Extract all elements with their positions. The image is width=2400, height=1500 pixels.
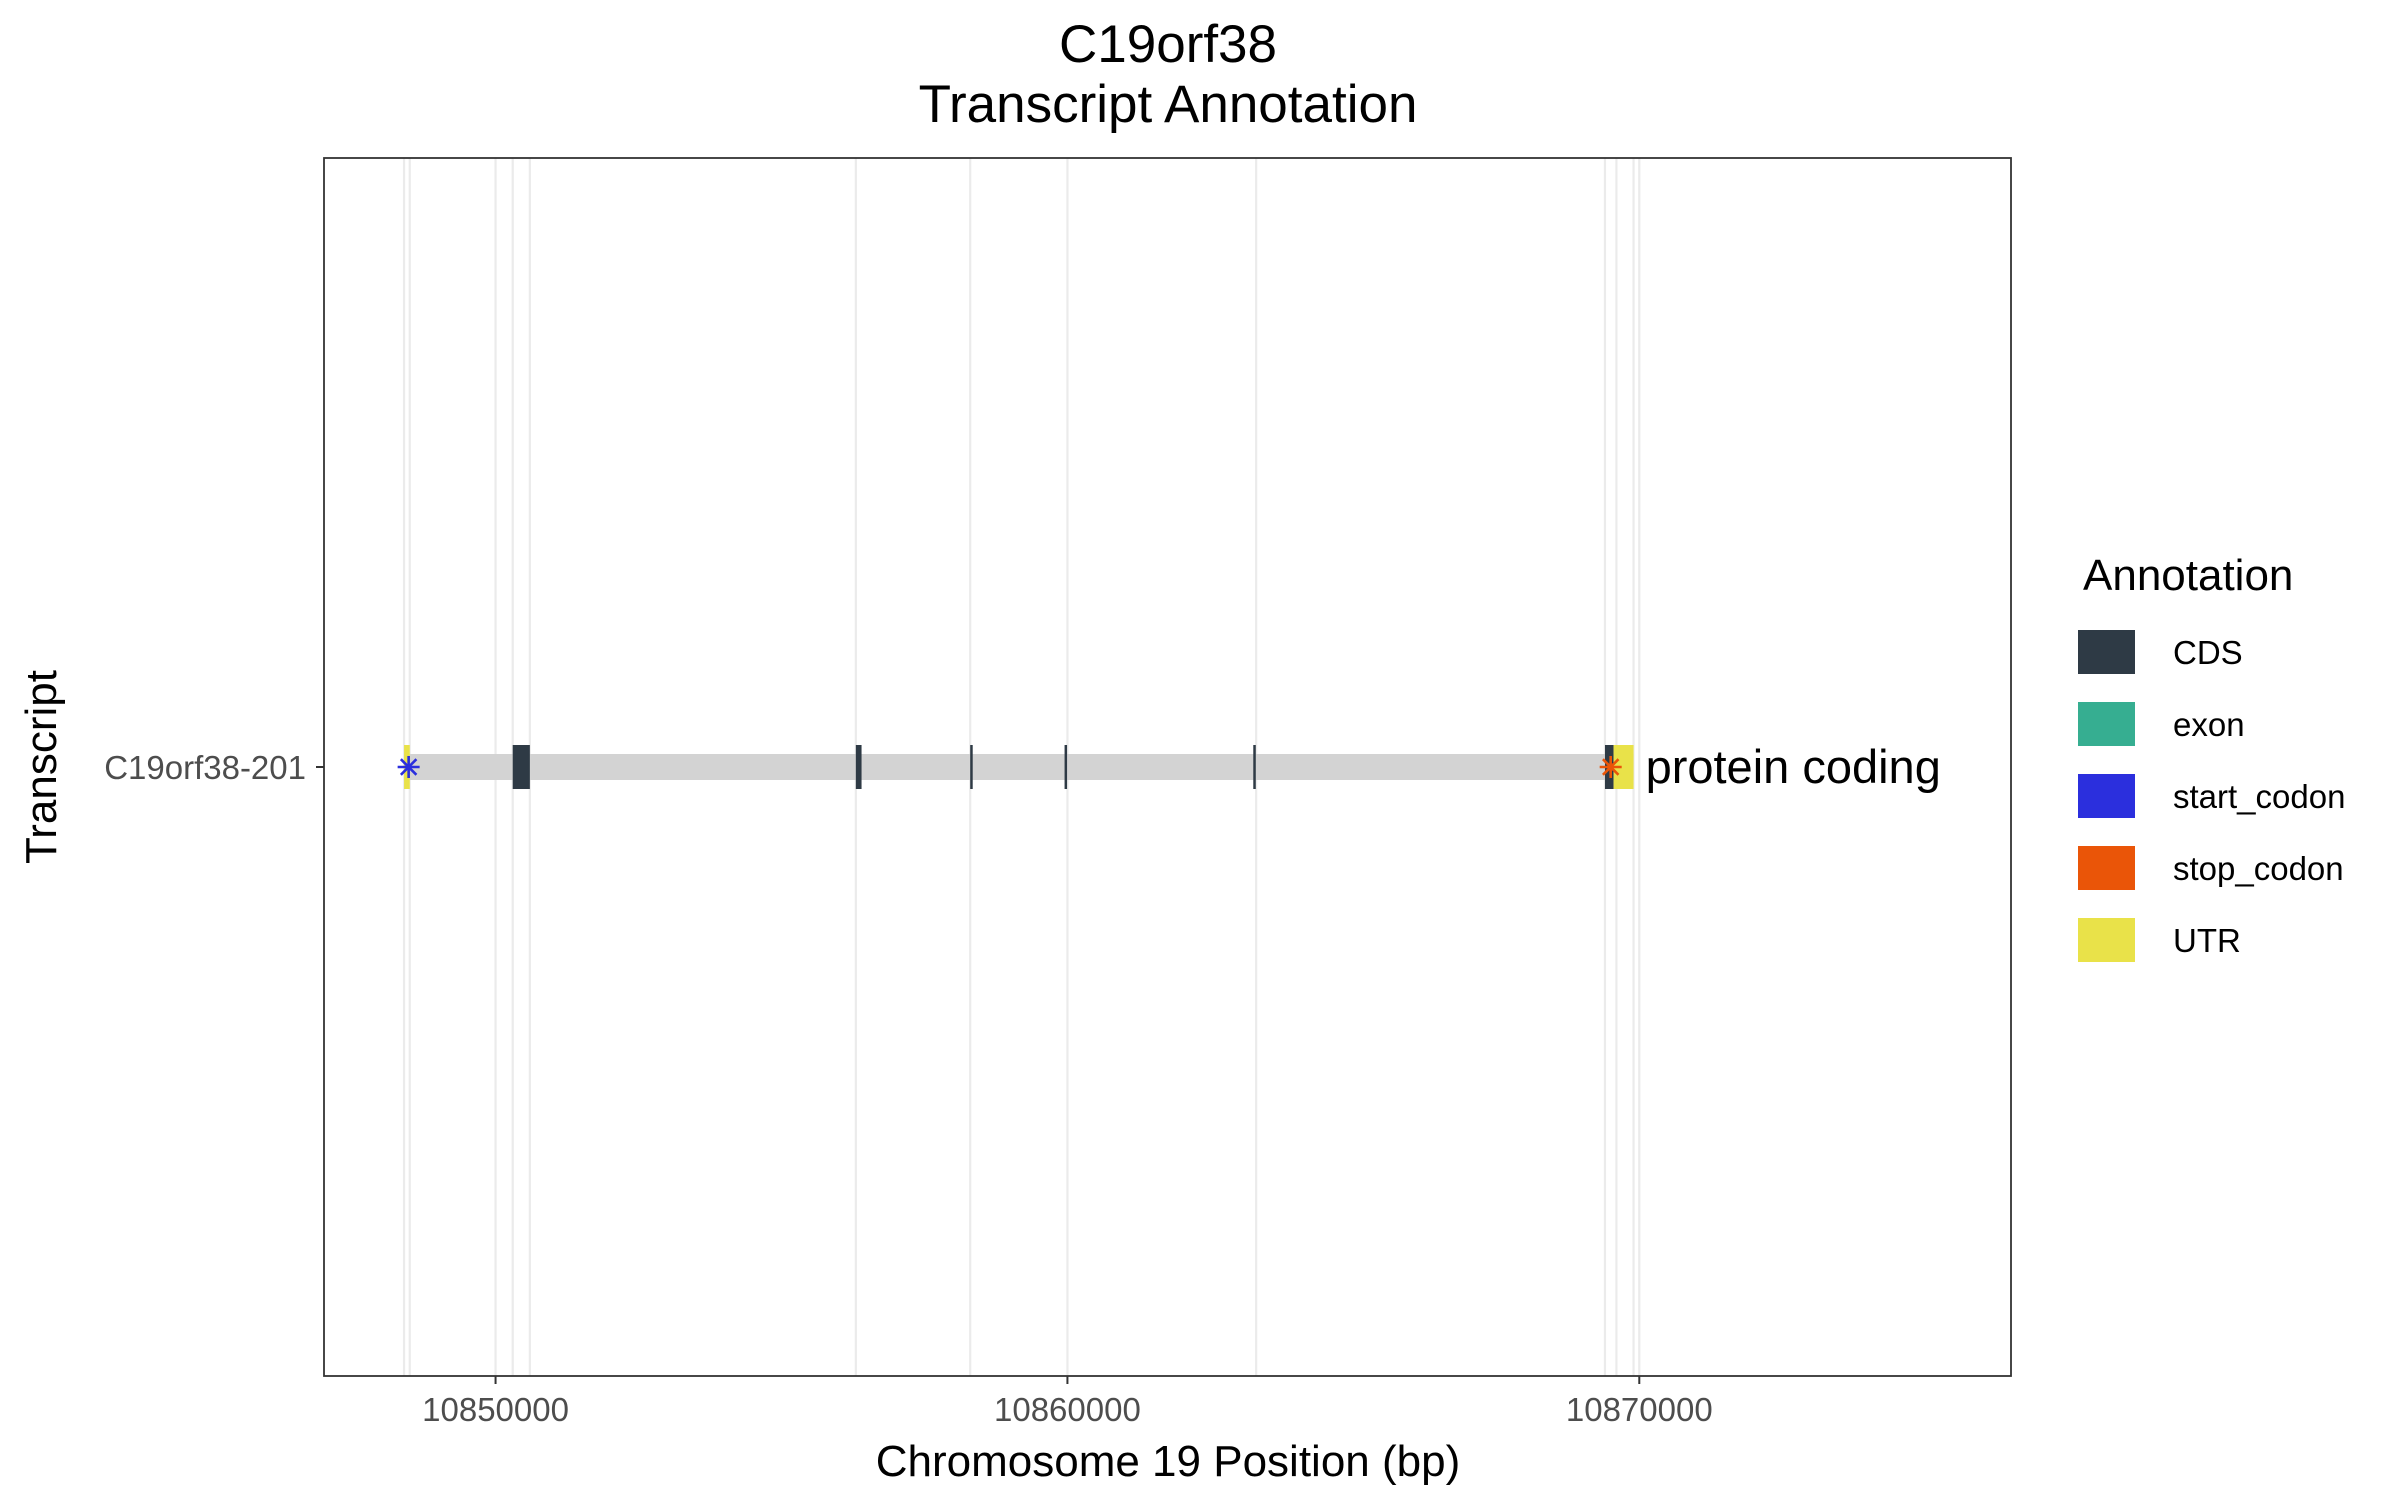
transcript-biotype-label: protein coding: [1646, 740, 1941, 793]
chart-title-line-2: Transcript Annotation: [919, 75, 1418, 134]
chart-title-line-1: C19orf38: [1059, 15, 1277, 74]
legend-title: Annotation: [2083, 551, 2293, 600]
plot-panel: protein coding: [323, 157, 2012, 1377]
x-axis-title: Chromosome 19 Position (bp): [876, 1437, 1460, 1486]
cds-block: [512, 745, 530, 789]
cds-block: [1064, 745, 1068, 789]
cds-block: [855, 745, 862, 789]
legend-key-stop-codon: [2078, 846, 2135, 890]
x-tick-label: 10870000: [1566, 1391, 1713, 1428]
x-axis: 10850000 10860000 10870000: [422, 1376, 1713, 1428]
y-tick-label: C19orf38-201: [104, 749, 306, 786]
x-tick-label: 10850000: [422, 1391, 569, 1428]
legend-label: start_codon: [2173, 778, 2345, 815]
cds-block: [970, 745, 973, 789]
legend-label: stop_codon: [2173, 850, 2344, 887]
cds-block: [1253, 745, 1256, 789]
legend-label: CDS: [2173, 634, 2243, 671]
x-tick-label: 10860000: [994, 1391, 1141, 1428]
start-codon-marker: [397, 756, 420, 778]
transcript-layer: protein coding: [397, 740, 1941, 793]
stop-codon-marker: [1599, 756, 1622, 778]
y-axis: C19orf38-201: [104, 749, 324, 786]
legend: Annotation CDS exon start_codon stop_codon U…: [2078, 551, 2345, 962]
utr-block: [1613, 745, 1634, 789]
intron-backbone: [404, 754, 1634, 780]
legend-key-cds: [2078, 630, 2135, 674]
y-axis-title: Transcript: [17, 670, 66, 864]
legend-key-exon: [2078, 702, 2135, 746]
legend-key-utr: [2078, 918, 2135, 962]
legend-label: UTR: [2173, 922, 2241, 959]
legend-key-start-codon: [2078, 774, 2135, 818]
legend-label: exon: [2173, 706, 2245, 743]
